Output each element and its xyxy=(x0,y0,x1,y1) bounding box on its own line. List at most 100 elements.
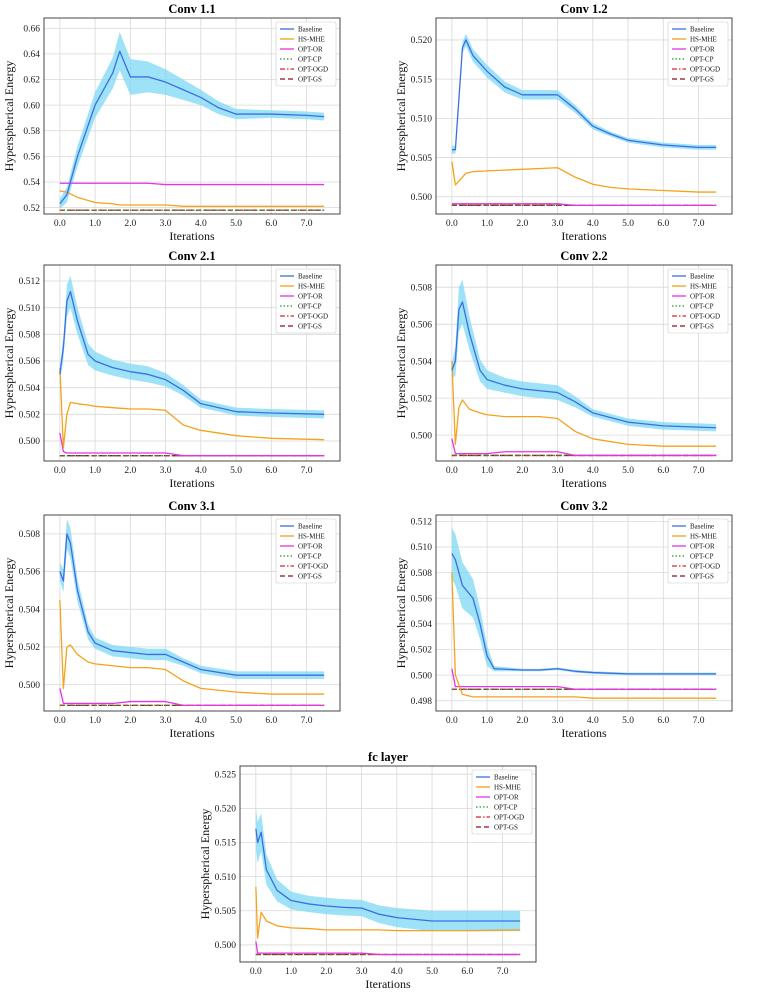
x-axis-label: Iterations xyxy=(561,229,607,243)
series-line-hs-mhe xyxy=(59,367,325,449)
y-tick-label: 0.515 xyxy=(215,839,237,849)
legend-box xyxy=(275,518,337,584)
legend-label-opt-cp: OPT-CP xyxy=(298,302,322,310)
y-tick-label: 0.506 xyxy=(411,594,433,604)
legend-label-baseline: Baseline xyxy=(690,522,714,530)
series-line-opt-or xyxy=(59,182,325,186)
x-tick-label: 2.0 xyxy=(516,466,528,476)
y-tick-label: 0.506 xyxy=(19,568,41,578)
y-tick-label: 0.520 xyxy=(215,805,237,815)
y-tick-label: 0.508 xyxy=(411,569,433,579)
legend-box xyxy=(667,21,729,87)
panel-title: Conv 2.2 xyxy=(560,249,607,263)
x-tick-label: 0.0 xyxy=(54,716,66,726)
y-tick-label: 0.60 xyxy=(23,101,40,111)
x-tick-label: 1.0 xyxy=(481,716,493,726)
series-line-opt-or xyxy=(255,941,521,956)
legend: Baseline HS-MHE OPT-OR OPT-CP OPT-OGD OPT-GS xyxy=(667,268,729,334)
legend-label-opt-gs: OPT-GS xyxy=(298,75,322,83)
y-tick-label: 0.505 xyxy=(411,154,433,164)
panel-0: 0.0 1.0 2.0 3.0 4.0 5.0 6.0 7.0 0.52 0.54 0.56 0.58… xyxy=(2,2,341,243)
y-tick-label: 0.500 xyxy=(411,193,433,203)
panel-title: fc layer xyxy=(368,750,408,764)
legend-label-baseline: Baseline xyxy=(494,773,518,781)
series-line-baseline xyxy=(451,301,717,429)
legend-label-hs-mhe: HS-MHE xyxy=(690,35,717,43)
y-tick-label: 0.498 xyxy=(411,697,433,707)
plot-frame xyxy=(435,264,733,462)
y-tick-label: 0.500 xyxy=(215,941,237,951)
plot-frame xyxy=(435,514,733,712)
x-tick-label: 3.0 xyxy=(160,466,172,476)
legend-label-hs-mhe: HS-MHE xyxy=(494,783,521,791)
x-tick-label: 6.0 xyxy=(657,466,669,476)
legend-label-opt-gs: OPT-GS xyxy=(690,322,714,330)
legend-label-opt-ogd: OPT-OGD xyxy=(690,562,720,570)
legend-label-opt-cp: OPT-CP xyxy=(690,302,714,310)
series-line-hs-mhe xyxy=(451,572,717,699)
x-tick-label: 5.0 xyxy=(622,466,634,476)
x-tick-label: 3.0 xyxy=(552,716,564,726)
legend-label-opt-or: OPT-OR xyxy=(690,542,715,550)
x-tick-label: 5.0 xyxy=(622,219,634,229)
legend-label-opt-ogd: OPT-OGD xyxy=(690,65,720,73)
legend-label-opt-ogd: OPT-OGD xyxy=(298,65,328,73)
x-tick-label: 7.0 xyxy=(301,466,313,476)
x-tick-label: 1.0 xyxy=(285,967,297,977)
series-line-baseline xyxy=(451,553,717,675)
x-tick-label: 2.0 xyxy=(124,219,136,229)
panel-title: Conv 3.2 xyxy=(560,499,607,513)
legend-label-opt-cp: OPT-CP xyxy=(298,552,322,560)
legend: Baseline HS-MHE OPT-OR OPT-CP OPT-OGD OPT-GS xyxy=(667,518,729,584)
y-tick-label: 0.64 xyxy=(23,50,40,60)
panel-3: 0.0 1.0 2.0 3.0 4.0 5.0 6.0 7.0 0.500 0.502 0.504 0… xyxy=(394,249,733,490)
x-tick-label: 3.0 xyxy=(552,219,564,229)
legend: Baseline HS-MHE OPT-OR OPT-CP OPT-OGD OPT-GS xyxy=(667,21,729,87)
y-tick-label: 0.510 xyxy=(19,304,41,314)
y-tick-label: 0.520 xyxy=(411,36,433,46)
series-line-hs-mhe xyxy=(59,599,325,695)
y-tick-label: 0.504 xyxy=(411,620,433,630)
y-tick-label: 0.525 xyxy=(215,770,237,780)
y-tick-label: 0.506 xyxy=(19,357,41,367)
x-tick-label: 3.0 xyxy=(356,967,368,977)
x-tick-label: 7.0 xyxy=(693,466,705,476)
panel-2: 0.0 1.0 2.0 3.0 4.0 5.0 6.0 7.0 0.500 0.502 0.504 0… xyxy=(2,249,341,490)
panel-5: 0.0 1.0 2.0 3.0 4.0 5.0 6.0 7.0 0.498 0.500 0.502 0… xyxy=(394,499,733,740)
x-tick-label: 7.0 xyxy=(693,219,705,229)
band-baseline xyxy=(59,32,325,209)
x-tick-label: 0.0 xyxy=(446,219,458,229)
plot-frame xyxy=(435,17,733,215)
x-tick-label: 1.0 xyxy=(89,466,101,476)
legend-label-opt-cp: OPT-CP xyxy=(494,803,518,811)
legend: Baseline HS-MHE OPT-OR OPT-CP OPT-OGD OPT-GS xyxy=(275,518,337,584)
x-tick-label: 0.0 xyxy=(446,466,458,476)
y-tick-label: 0.502 xyxy=(19,411,41,421)
y-tick-label: 0.500 xyxy=(19,437,41,447)
x-axis-label: Iterations xyxy=(169,476,215,490)
plot-frame xyxy=(239,765,537,963)
x-tick-label: 4.0 xyxy=(391,967,403,977)
grid xyxy=(436,265,732,461)
plot-area xyxy=(59,32,325,211)
grid xyxy=(44,265,340,461)
panel-6: 0.0 1.0 2.0 3.0 4.0 5.0 6.0 7.0 0.500 0.505 0.510 0… xyxy=(198,750,537,991)
y-tick-label: 0.512 xyxy=(19,277,41,287)
y-axis-label: Hyperspherical Energy xyxy=(2,308,16,419)
legend-label-baseline: Baseline xyxy=(690,25,714,33)
y-tick-label: 0.500 xyxy=(19,681,41,691)
series-line-opt-or xyxy=(451,668,717,690)
legend-label-hs-mhe: HS-MHE xyxy=(690,532,717,540)
panel-4: 0.0 1.0 2.0 3.0 4.0 5.0 6.0 7.0 0.500 0.502 0.504 0… xyxy=(2,499,341,740)
legend-label-opt-cp: OPT-CP xyxy=(690,552,714,560)
legend: Baseline HS-MHE OPT-OR OPT-CP OPT-OGD OPT-GS xyxy=(275,21,337,87)
x-tick-label: 0.0 xyxy=(250,967,262,977)
x-axis-label: Iterations xyxy=(561,726,607,740)
x-tick-label: 2.0 xyxy=(124,716,136,726)
x-tick-label: 4.0 xyxy=(195,716,207,726)
legend-label-opt-or: OPT-OR xyxy=(494,793,519,801)
series-line-hs-mhe xyxy=(451,161,717,193)
plot-area xyxy=(59,275,325,457)
series-line-baseline xyxy=(451,39,717,151)
plot-frame xyxy=(43,514,341,712)
